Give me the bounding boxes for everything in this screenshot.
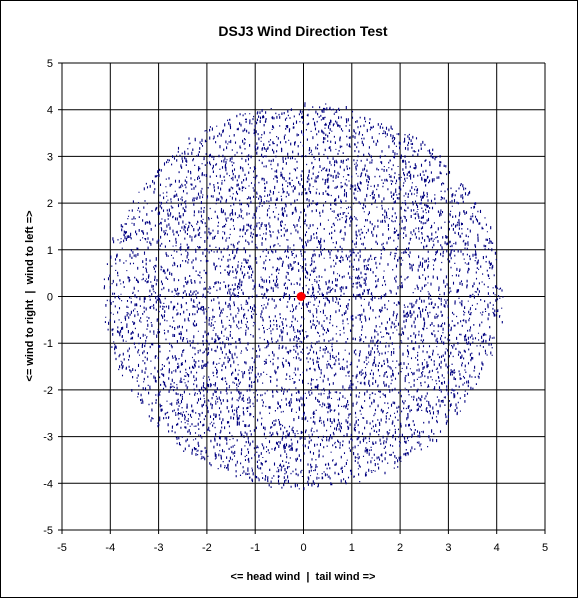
center-point xyxy=(296,292,306,301)
x-tick-label: 3 xyxy=(445,542,451,554)
scatter-points xyxy=(103,102,504,491)
y-axis-label: <= wind to right | wind to left => xyxy=(24,210,36,381)
y-tick-label: 3 xyxy=(47,151,53,163)
y-tick-label: -4 xyxy=(43,478,53,490)
x-tick-label: -3 xyxy=(154,542,164,554)
x-tick-label: 1 xyxy=(349,542,355,554)
y-tick-label: 0 xyxy=(47,292,53,304)
y-tick-label: 5 xyxy=(47,58,53,70)
chart-title: DSJ3 Wind Direction Test xyxy=(218,23,388,39)
x-tick-label: -5 xyxy=(57,542,67,554)
y-tick-labels: 5 4 3 2 1 0 -1 -2 -3 -4 -5 xyxy=(43,58,53,537)
y-tick-label: -5 xyxy=(43,525,53,537)
x-tick-label: -1 xyxy=(250,542,260,554)
x-tick-label: -2 xyxy=(202,542,212,554)
x-tick-labels: -5 -4 -3 -2 -1 0 1 2 3 4 5 xyxy=(57,542,548,554)
x-tick-label: 4 xyxy=(494,542,500,554)
highlight-point xyxy=(296,292,306,301)
x-tick-label: -4 xyxy=(105,542,115,554)
y-tick-label: -2 xyxy=(43,385,53,397)
scatter-point-cloud xyxy=(103,102,504,491)
y-tick-label: 1 xyxy=(47,245,53,257)
x-tick-label: 2 xyxy=(397,542,403,554)
x-tick-label: 0 xyxy=(300,542,306,554)
grid xyxy=(58,62,546,534)
y-tick-label: -1 xyxy=(43,338,53,350)
y-tick-label: 2 xyxy=(47,198,53,210)
x-tick-label: 5 xyxy=(542,542,548,554)
y-tick-label: 4 xyxy=(47,105,53,117)
y-tick-label: -3 xyxy=(43,432,53,444)
x-axis-label: <= head wind | tail wind => xyxy=(231,571,376,583)
